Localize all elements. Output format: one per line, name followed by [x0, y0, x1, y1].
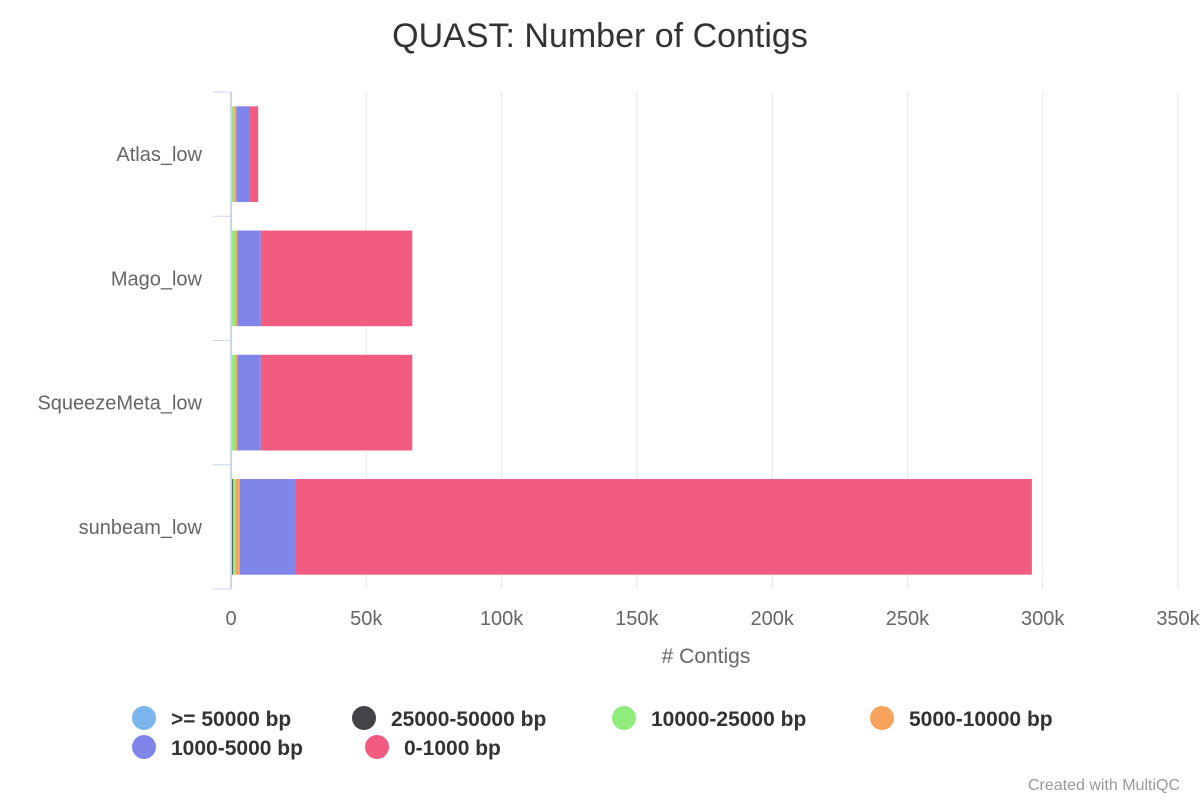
legend: >= 50000 bp 25000-50000 bp 10000-25000 bp 5…: [132, 706, 1053, 760]
bar-segment[interactable]: [235, 354, 238, 451]
bar-segment[interactable]: [235, 230, 238, 327]
bars: [231, 106, 1032, 575]
bar-segment[interactable]: [232, 354, 236, 451]
x-tick-label: 250k: [886, 608, 930, 630]
bar-segment[interactable]: [232, 230, 236, 327]
bar-segment[interactable]: [234, 106, 237, 202]
bar-segment[interactable]: [237, 354, 261, 451]
legend-marker: [132, 706, 156, 730]
bar-segment[interactable]: [250, 106, 259, 202]
legend-label: >= 50000 bp: [171, 708, 291, 731]
legend-item[interactable]: 0-1000 bp: [365, 735, 501, 760]
legend-label: 1000-5000 bp: [171, 737, 303, 760]
bar-segment[interactable]: [295, 479, 1032, 575]
x-tick-label: 150k: [615, 608, 659, 630]
bar-segment[interactable]: [232, 479, 236, 575]
x-tick-label: 0: [225, 608, 236, 630]
category-label: Mago_low: [111, 268, 203, 290]
legend-marker: [132, 735, 156, 759]
legend-marker: [365, 735, 389, 759]
category-label: SqueezeMeta_low: [37, 393, 202, 415]
bar-segment[interactable]: [239, 479, 296, 575]
category-labels: Atlas_low Mago_low SqueezeMeta_low sunbeam_…: [37, 144, 202, 539]
bar-segment[interactable]: [235, 479, 240, 575]
x-tick-labels: 0 50k 100k 150k 200k 250k 300k 350k: [225, 608, 1200, 630]
legend-marker: [352, 706, 376, 730]
legend-item[interactable]: >= 50000 bp: [132, 706, 291, 731]
x-axis-title: # Contigs: [662, 645, 751, 668]
axes: [213, 91, 232, 590]
legend-item[interactable]: 5000-10000 bp: [870, 706, 1053, 731]
bar-segment[interactable]: [260, 354, 413, 451]
credit-text[interactable]: Created with MultiQC: [1028, 777, 1180, 794]
x-tick-label: 50k: [350, 608, 383, 630]
legend-item[interactable]: 10000-25000 bp: [612, 706, 806, 731]
legend-marker: [870, 706, 894, 730]
bar-segment[interactable]: [237, 230, 261, 327]
legend-label: 25000-50000 bp: [391, 708, 546, 731]
x-tick-label: 350k: [1156, 608, 1200, 630]
x-tick-label: 100k: [480, 608, 524, 630]
legend-marker: [612, 706, 636, 730]
bar-segment[interactable]: [260, 230, 413, 327]
legend-item[interactable]: 1000-5000 bp: [132, 735, 303, 760]
category-label: sunbeam_low: [79, 517, 203, 539]
legend-item[interactable]: 25000-50000 bp: [352, 706, 546, 731]
category-label: Atlas_low: [116, 144, 202, 166]
bar-segment[interactable]: [236, 106, 251, 202]
legend-label: 5000-10000 bp: [909, 708, 1053, 731]
chart-title: QUAST: Number of Contigs: [392, 17, 808, 55]
bar-segment[interactable]: [231, 479, 233, 575]
x-tick-label: 300k: [1021, 608, 1065, 630]
x-tick-label: 200k: [750, 608, 794, 630]
legend-label: 10000-25000 bp: [651, 708, 806, 731]
bar-segment[interactable]: [231, 106, 235, 202]
grid-lines: [365, 92, 1179, 589]
legend-label: 0-1000 bp: [404, 737, 501, 760]
